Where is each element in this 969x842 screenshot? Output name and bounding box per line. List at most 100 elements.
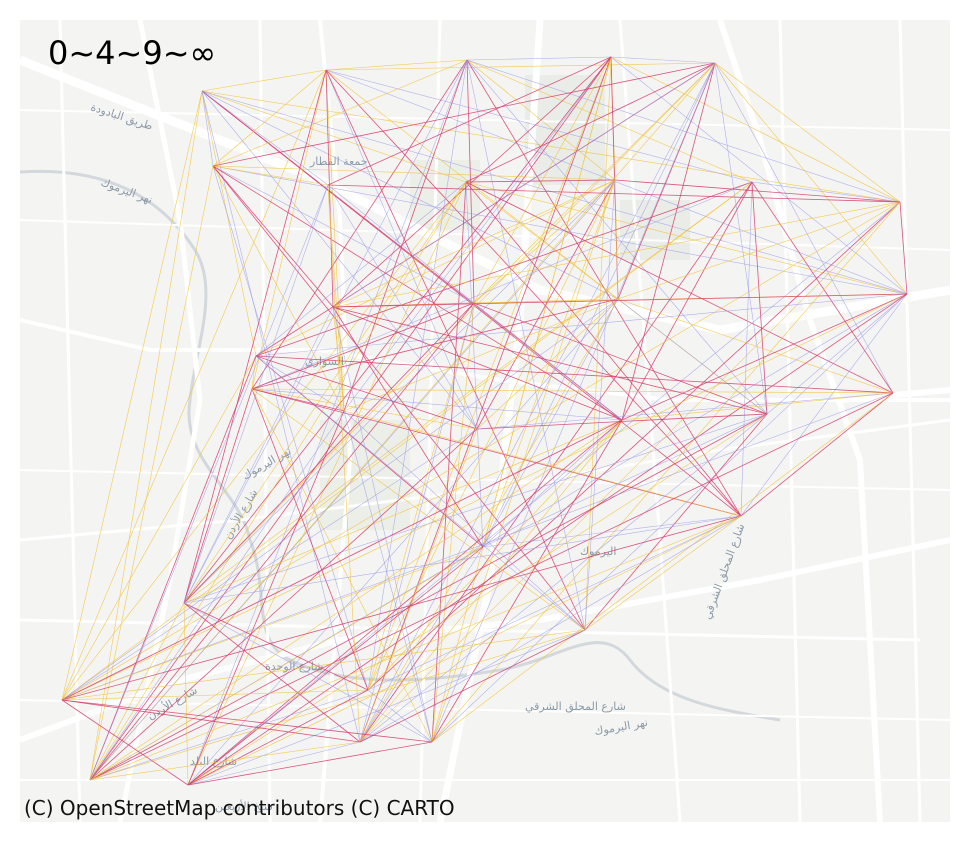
flow-edge bbox=[187, 689, 369, 786]
flow-edge bbox=[327, 184, 361, 743]
flow-edge bbox=[359, 298, 619, 743]
flow-edge bbox=[766, 293, 908, 415]
flow-edge bbox=[431, 62, 716, 743]
flow-edge bbox=[482, 179, 616, 548]
flow-edge bbox=[61, 629, 586, 701]
flow-edge bbox=[325, 62, 716, 71]
flow-network bbox=[61, 56, 908, 786]
flow-edge bbox=[327, 184, 475, 304]
street-label: شارع المحلق الشرقي bbox=[701, 522, 749, 622]
flow-edge bbox=[617, 201, 901, 300]
flow-edge bbox=[325, 69, 478, 430]
flow-edge bbox=[431, 56, 612, 743]
flow-edge bbox=[614, 179, 901, 203]
flow-edge bbox=[61, 392, 894, 701]
flow-edge bbox=[212, 165, 369, 691]
flow-edge bbox=[465, 62, 716, 183]
flow-edge bbox=[327, 184, 901, 203]
flow-edge bbox=[187, 515, 742, 786]
flow-edge bbox=[343, 410, 433, 743]
flow-edge bbox=[61, 699, 433, 743]
flow-edge bbox=[212, 62, 716, 167]
flow-edge bbox=[466, 59, 475, 304]
flow-edge bbox=[621, 62, 716, 421]
flow-edge bbox=[325, 69, 742, 517]
flow-edge bbox=[187, 629, 586, 786]
flow-edge bbox=[187, 546, 484, 786]
flow-edge bbox=[476, 392, 894, 430]
flow-edge bbox=[251, 69, 327, 390]
flow-edge bbox=[332, 306, 433, 743]
flow-edge bbox=[621, 181, 753, 421]
flow-edge bbox=[255, 293, 908, 357]
river bbox=[20, 169, 781, 722]
flow-edge bbox=[473, 302, 768, 415]
flow-edge bbox=[621, 293, 908, 421]
flow-edge bbox=[89, 515, 742, 781]
flow-edge bbox=[473, 56, 612, 304]
flow-edge bbox=[201, 90, 214, 167]
flow-class-title: 0~4~9~∞ bbox=[48, 34, 217, 72]
flow-edge bbox=[255, 355, 586, 631]
flow-edge bbox=[89, 546, 484, 781]
flow-edge bbox=[431, 392, 894, 743]
flow-edge bbox=[367, 59, 468, 691]
flow-edge bbox=[476, 298, 619, 430]
flow-edge bbox=[183, 181, 753, 604]
flow-edge bbox=[89, 179, 616, 781]
flow-edge bbox=[332, 306, 623, 421]
flow-edge bbox=[482, 413, 768, 548]
flow-edge bbox=[183, 181, 467, 604]
flow-edge bbox=[367, 419, 623, 691]
road-network bbox=[20, 20, 950, 822]
flow-edge bbox=[251, 388, 623, 421]
flow-edge bbox=[251, 388, 742, 517]
flow-edge bbox=[89, 741, 361, 781]
flow-edge bbox=[332, 306, 768, 415]
flow-edge bbox=[255, 181, 753, 357]
flow-edge bbox=[183, 306, 334, 604]
flow-edge bbox=[212, 165, 475, 304]
flow-edge bbox=[187, 741, 361, 786]
flow-edge bbox=[343, 410, 586, 631]
flow-edge bbox=[89, 419, 623, 781]
flow-edge bbox=[183, 69, 327, 604]
flow-edge bbox=[610, 56, 901, 203]
flow-edge bbox=[473, 302, 623, 421]
flow-edge bbox=[473, 62, 716, 304]
flow-edge bbox=[332, 62, 716, 308]
flow-edge bbox=[61, 419, 623, 701]
flow-edge bbox=[212, 59, 468, 167]
flow-edge bbox=[367, 179, 616, 691]
flow-edge bbox=[61, 428, 478, 701]
flow-edge bbox=[89, 629, 586, 781]
map-panel: طريق البادودة نهر اليرموك جمعة القطار ال… bbox=[20, 20, 950, 822]
flow-edge bbox=[714, 62, 908, 295]
flow-edge bbox=[255, 179, 616, 357]
flow-edge bbox=[614, 179, 619, 300]
flow-edge bbox=[61, 90, 203, 701]
flow-edge bbox=[465, 181, 484, 548]
flow-edge bbox=[584, 413, 768, 631]
flow-edge bbox=[251, 355, 257, 390]
flow-edge bbox=[343, 298, 619, 412]
flow-edge bbox=[187, 59, 468, 786]
flow-edge bbox=[343, 59, 468, 412]
flow-edge bbox=[431, 419, 623, 743]
flow-edge bbox=[187, 298, 619, 786]
flow-edge bbox=[327, 184, 478, 430]
flow-edge bbox=[617, 298, 894, 394]
flow-edge bbox=[251, 298, 619, 390]
flow-edge bbox=[359, 629, 586, 743]
flow-edge bbox=[466, 59, 586, 631]
flow-edge bbox=[332, 179, 616, 308]
flow-edge bbox=[751, 181, 901, 203]
flow-edge bbox=[899, 201, 908, 295]
flow-edge bbox=[751, 181, 894, 394]
flow-edge bbox=[367, 689, 433, 743]
flow-edge bbox=[89, 355, 257, 781]
flow-edge bbox=[617, 298, 768, 415]
flow-edge bbox=[476, 413, 768, 430]
flow-edge bbox=[61, 293, 908, 701]
flow-edge bbox=[183, 515, 742, 604]
